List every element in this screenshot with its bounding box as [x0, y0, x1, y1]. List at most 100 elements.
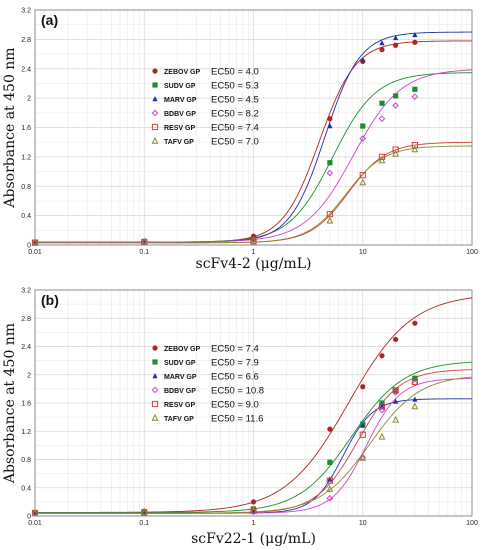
legend-series-name: ZEBOV GP: [164, 69, 201, 76]
x-tick-label: 0.01: [28, 520, 42, 527]
x-tick-label: 10: [359, 249, 367, 256]
data-point: [392, 415, 400, 423]
y-tick-label: 3.2: [21, 8, 31, 15]
x-tick-label: 0.1: [139, 249, 149, 256]
legend: ZEBOV GP EC50 = 7.4 SUDV GP EC50 = 7.9 MARV …: [151, 344, 264, 425]
points-tafv-gp: [31, 402, 419, 516]
y-tick-label: 2.4: [21, 66, 31, 73]
data-point: [378, 156, 386, 164]
x-tick-label: 100: [466, 249, 478, 256]
panel-label: (b): [41, 292, 59, 308]
data-point: [379, 40, 385, 46]
chart-panel-b: 0.01 0.1 1 10 100 0 0.4 0.8 1.2 1.6 2 2.4 2.8 3.2 scFv…: [2, 288, 478, 548]
legend-marker: [151, 109, 159, 117]
data-point: [411, 378, 418, 385]
legend-item-sudv-gp: SUDV GP EC50 = 7.9: [152, 358, 259, 369]
legend-ec50-value: EC50 = 7.4: [211, 123, 259, 134]
y-tick-label: 1.2: [21, 429, 31, 436]
data-point: [378, 153, 386, 160]
y-tick-label: 2: [27, 372, 31, 379]
legend-marker: [151, 123, 159, 131]
y-tick-label: 0.4: [21, 213, 31, 220]
legend-series-name: MARV GP: [164, 374, 197, 381]
grid: [34, 289, 472, 517]
legend-series-name: TAFV GP: [164, 416, 194, 423]
y-tick-label: 0: [27, 243, 31, 250]
y-tick-label: 3.2: [21, 288, 31, 295]
data-point: [140, 237, 148, 245]
data-point: [392, 149, 400, 157]
data-point: [411, 142, 418, 149]
y-tick-label: 1.2: [21, 154, 31, 161]
data-point: [379, 100, 385, 106]
legend-marker: [151, 400, 159, 408]
data-point: [412, 396, 418, 402]
data-point: [326, 485, 334, 492]
legend-ec50-value: EC50 = 7.0: [211, 137, 259, 148]
legend-item-resv-gp: RESV GP EC50 = 9.0: [151, 400, 259, 411]
x-tick-label: 0.01: [28, 249, 42, 256]
legend-ec50-value: EC50 = 11.6: [211, 414, 263, 425]
plot-frame: [34, 289, 473, 517]
y-tick-label: 0: [27, 514, 31, 521]
legend-ec50-value: EC50 = 9.0: [211, 400, 259, 411]
y-tick-label: 0.4: [21, 485, 31, 492]
y-tick-label: 0.8: [21, 184, 31, 191]
plot-frame: [34, 9, 473, 246]
data-point: [250, 237, 257, 245]
y-tick-label: 2: [27, 96, 31, 103]
data-point: [392, 389, 399, 396]
data-point: [378, 432, 386, 440]
data-point: [412, 375, 418, 381]
x-tick-label: 0.1: [139, 520, 149, 527]
y-tick-label: 2.8: [21, 316, 31, 323]
legend-marker: [151, 413, 159, 421]
x-axis-title: scFv22-1 (μg/mL): [191, 531, 316, 547]
legend-item-zebov-gp: ZEBOV GP EC50 = 7.4: [152, 344, 259, 355]
data-point: [360, 56, 366, 63]
data-point: [379, 400, 385, 406]
legend-ec50-value: EC50 = 4.0: [211, 67, 259, 78]
legend-series-name: TAFV GP: [164, 139, 194, 146]
data-point: [378, 115, 386, 122]
data-point: [393, 42, 399, 48]
legend-marker: [151, 386, 159, 394]
legend-series-name: BDBV GP: [164, 111, 196, 118]
data-point: [412, 86, 418, 92]
data-point: [326, 477, 333, 484]
data-point: [379, 353, 385, 359]
legend-marker: [152, 373, 158, 379]
data-point: [411, 379, 419, 387]
legend-marker: [151, 136, 159, 144]
grid: [34, 9, 472, 246]
x-axis-title: scFv4-2 (μg/mL): [196, 256, 312, 272]
data-point: [393, 388, 399, 394]
data-point: [326, 495, 334, 502]
legend-marker: [152, 82, 158, 88]
data-point: [359, 172, 366, 179]
legend-series-name: SUDV GP: [164, 83, 196, 90]
data-point: [31, 238, 39, 246]
y-tick-label: 0.8: [21, 457, 31, 464]
y-axis-title: Absorbance at 450 nm: [2, 47, 18, 208]
legend-ec50-value: EC50 = 5.3: [211, 81, 259, 92]
data-point: [393, 93, 399, 99]
data-point: [412, 31, 418, 38]
panel-label: (a): [41, 12, 58, 28]
data-point: [393, 398, 399, 404]
data-point: [327, 160, 333, 166]
y-tick-label: 2.8: [21, 37, 31, 44]
legend-series-name: RESV GP: [164, 125, 195, 132]
data-point: [359, 453, 367, 461]
legend-marker: [152, 96, 158, 102]
data-point: [411, 93, 419, 100]
y-tick-label: 1.6: [21, 401, 31, 408]
data-point: [140, 508, 148, 516]
legend-series-name: SUDV GP: [164, 360, 196, 367]
legend-series-name: ZEBOV GP: [164, 346, 201, 353]
data-point: [392, 387, 399, 394]
legend-item-sudv-gp: SUDV GP EC50 = 5.3: [152, 81, 259, 92]
data-point: [360, 384, 366, 390]
data-point: [359, 135, 367, 142]
